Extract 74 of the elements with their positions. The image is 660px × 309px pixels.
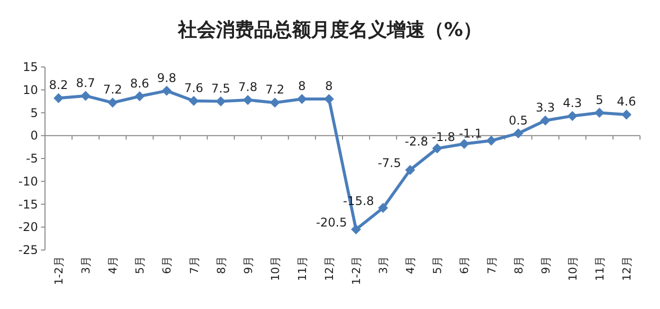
data-label: -2.8 [404,134,428,148]
point [242,94,253,105]
point [296,94,307,104]
point [108,98,118,108]
data-label: -20.5 [316,215,348,230]
x-tick-label: 5月 [431,256,444,274]
x-tick-label: 12月 [620,256,634,281]
y-tick-label: 5 [30,106,38,120]
point [459,138,470,149]
point [405,164,416,175]
data-label: 0.5 [508,113,528,128]
data-label: 7.6 [184,80,204,95]
point [270,98,280,108]
y-tick-label: -15 [18,197,38,212]
point [80,90,91,101]
point [54,93,64,104]
x-tick-label: 9月 [539,256,552,274]
x-tick-label: 11月 [296,256,309,281]
y-tick-label: -20 [18,220,38,234]
x-tick-label: 1-2月 [52,256,66,285]
x-tick-label: 3月 [377,256,390,274]
x-tick-label: 10月 [268,256,282,281]
y-tick-label: 0 [30,128,38,143]
x-tick-label: 7月 [485,256,498,274]
y-tick-label: 15 [22,60,38,74]
point [567,110,578,121]
x-tick-label: 7月 [188,256,201,274]
point [134,91,145,102]
data-label: -1.8 [432,130,456,144]
x-tick-label: 11月 [593,256,606,281]
data-label: 8.2 [48,78,68,92]
point [378,202,388,213]
x-tick-label: 8月 [214,256,228,274]
x-tick-label: 6月 [458,256,472,274]
x-tick-label: 1-2月 [350,256,364,285]
data-label: 7.2 [103,82,122,97]
data-label: 5 [596,92,604,107]
data-label: 8.7 [76,76,96,90]
chart-title: 社会消费品总额月度名义增速（%） [176,19,482,41]
point [513,128,524,138]
x-tick-label: 4月 [404,256,418,274]
x-tick-label: 12月 [322,256,336,281]
x-tick-label: 5月 [134,256,147,274]
data-label: 9.8 [157,70,176,85]
point [540,116,550,126]
point [188,96,199,106]
x-tick-label: 8月 [512,256,526,274]
data-label: 8 [298,79,306,94]
x-tick-label: 4月 [106,256,120,274]
point [621,110,632,120]
data-label: 7.2 [265,82,284,97]
data-label: 7.8 [238,80,258,94]
data-label: 8.6 [130,76,150,90]
y-tick-label: -5 [26,152,38,166]
y-tick-label: -25 [18,243,38,257]
data-label: -1.1 [458,126,482,141]
x-tick-label: 10月 [566,256,580,281]
point [216,96,226,106]
data-label: 4.6 [616,94,636,109]
x-tick-label: 3月 [80,256,93,274]
data-label: 3.3 [536,100,555,115]
data-label: 8 [325,79,333,94]
point [486,136,496,146]
x-tick-label: 9月 [242,256,255,274]
data-label: 4.3 [562,96,582,110]
y-tick-label: -10 [18,174,38,188]
point [432,143,442,154]
x-tick-label: 6月 [160,256,174,274]
point [351,224,362,234]
data-label: 7.5 [211,81,230,96]
point [594,108,604,118]
y-tick-label: 10 [22,82,38,97]
point [162,86,172,96]
data-label: -7.5 [378,156,402,170]
